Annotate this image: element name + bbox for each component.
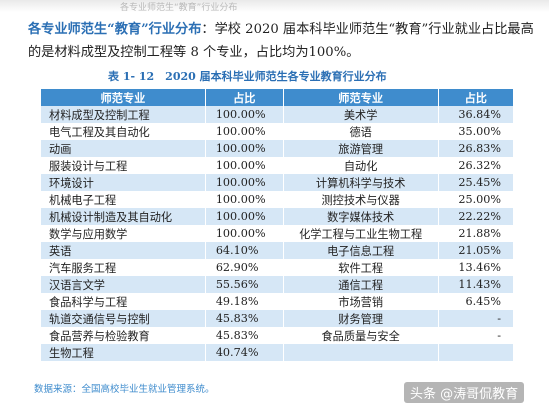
table-row: 生物工程 40.74% bbox=[40, 344, 513, 361]
table-row: 汽车服务工程 62.90% 软件工程 13.46% bbox=[40, 259, 513, 276]
top-strip: 各专业师范生“教育”行业分布 bbox=[0, 0, 549, 13]
cell-major-right: 化学工程与工业生物工程 bbox=[282, 225, 439, 242]
table-row: 食品营养与检验教育 45.83% 食品质量与安全 - bbox=[40, 327, 513, 344]
cell-major-right: 通信工程 bbox=[282, 276, 439, 293]
cell-major-right: 电子信息工程 bbox=[282, 242, 439, 259]
cell-major-left: 机械电子工程 bbox=[40, 191, 206, 208]
cell-major-left: 数学与应用数学 bbox=[40, 225, 206, 242]
cell-pct-left: 45.83% bbox=[204, 310, 284, 327]
cell-pct-right: 22.22% bbox=[437, 208, 513, 225]
distribution-table: 师范专业 占比 师范专业 占比 材料成型及控制工程 100.00% 美术学 36.84… bbox=[40, 89, 513, 361]
cell-major-left: 汽车服务工程 bbox=[40, 259, 206, 276]
table-caption: 表 1- 12 2020 届本科毕业师范生各专业教育行业分布 bbox=[108, 70, 387, 83]
cell-major-right bbox=[282, 344, 439, 361]
cell-major-left: 英语 bbox=[40, 242, 206, 259]
cell-pct-left: 100.00% bbox=[204, 157, 284, 174]
cell-major-left: 汉语言文学 bbox=[40, 276, 206, 293]
cell-major-right: 旅游管理 bbox=[282, 140, 439, 157]
cell-pct-left: 100.00% bbox=[204, 174, 284, 191]
cell-major-left: 生物工程 bbox=[40, 344, 206, 361]
cell-pct-right: 6.45% bbox=[437, 293, 513, 310]
cell-pct-left: 100.00% bbox=[204, 123, 284, 140]
table-row: 材料成型及控制工程 100.00% 美术学 36.84% bbox=[40, 106, 513, 123]
table-row: 机械设计制造及其自动化 100.00% 数字媒体技术 22.22% bbox=[40, 208, 513, 225]
cell-pct-left: 62.90% bbox=[204, 259, 284, 276]
header-pct-1: 占比 bbox=[204, 89, 284, 106]
header-major-2: 师范专业 bbox=[282, 89, 439, 106]
table-row: 汉语言文学 55.56% 通信工程 11.43% bbox=[40, 276, 513, 293]
cell-major-left: 动画 bbox=[40, 140, 206, 157]
cell-pct-left: 100.00% bbox=[204, 208, 284, 225]
cell-pct-right: 11.43% bbox=[437, 276, 513, 293]
cell-pct-right: 13.46% bbox=[437, 259, 513, 276]
cell-major-right: 软件工程 bbox=[282, 259, 439, 276]
watermark: 头条 @涛哥侃教育 bbox=[404, 382, 525, 403]
table-row: 英语 64.10% 电子信息工程 21.05% bbox=[40, 242, 513, 259]
header-pct-2: 占比 bbox=[437, 89, 513, 106]
table-row: 数学与应用数学 100.00% 化学工程与工业生物工程 21.88% bbox=[40, 225, 513, 242]
table-row: 电气工程及其自动化 100.00% 德语 35.00% bbox=[40, 123, 513, 140]
cell-pct-right: - bbox=[437, 327, 513, 344]
cell-major-left: 机械设计制造及其自动化 bbox=[40, 208, 206, 225]
cell-pct-left: 40.74% bbox=[204, 344, 284, 361]
table-row: 环境设计 100.00% 计算机科学与技术 25.45% bbox=[40, 174, 513, 191]
cell-pct-left: 49.18% bbox=[204, 293, 284, 310]
cell-major-left: 服装设计与工程 bbox=[40, 157, 206, 174]
cell-pct-left: 100.00% bbox=[204, 191, 284, 208]
intro-paragraph: 各专业师范生“教育”行业分布：学校 2020 届本科毕业师范生“教育”行业就业占… bbox=[28, 18, 544, 64]
cell-major-left: 食品科学与工程 bbox=[40, 293, 206, 310]
cell-major-left: 材料成型及控制工程 bbox=[40, 106, 206, 123]
cell-major-left: 环境设计 bbox=[40, 174, 206, 191]
paragraph-text: ：学校 2020 届本科毕业师范生“教育”行业就业占比最高的是材料成型及控制工程… bbox=[28, 22, 534, 60]
cell-pct-left: 55.56% bbox=[204, 276, 284, 293]
cell-pct-left: 45.83% bbox=[204, 327, 284, 344]
cell-major-left: 轨道交通信号与控制 bbox=[40, 310, 206, 327]
cell-pct-right: - bbox=[437, 310, 513, 327]
cell-major-left: 食品营养与检验教育 bbox=[40, 327, 206, 344]
table-row: 食品科学与工程 49.18% 市场营销 6.45% bbox=[40, 293, 513, 310]
paragraph-highlight: 各专业师范生“教育”行业分布 bbox=[28, 22, 202, 37]
cell-pct-left: 100.00% bbox=[204, 140, 284, 157]
header-major-1: 师范专业 bbox=[40, 89, 206, 106]
cell-pct-right: 35.00% bbox=[437, 123, 513, 140]
table-row: 动画 100.00% 旅游管理 26.83% bbox=[40, 140, 513, 157]
cell-major-right: 数字媒体技术 bbox=[282, 208, 439, 225]
cell-pct-right: 25.45% bbox=[437, 174, 513, 191]
cell-major-right: 计算机科学与技术 bbox=[282, 174, 439, 191]
cell-major-right: 市场营销 bbox=[282, 293, 439, 310]
table-row: 轨道交通信号与控制 45.83% 财务管理 - bbox=[40, 310, 513, 327]
cell-pct-left: 100.00% bbox=[204, 225, 284, 242]
table-header-row: 师范专业 占比 师范专业 占比 bbox=[40, 89, 513, 106]
cell-major-right: 财务管理 bbox=[282, 310, 439, 327]
cell-pct-left: 64.10% bbox=[204, 242, 284, 259]
table-row: 机械电子工程 100.00% 测控技术与仪器 25.00% bbox=[40, 191, 513, 208]
cell-pct-right bbox=[437, 344, 513, 361]
cell-major-right: 德语 bbox=[282, 123, 439, 140]
table-row: 服装设计与工程 100.00% 自动化 26.32% bbox=[40, 157, 513, 174]
cell-major-right: 美术学 bbox=[282, 106, 439, 123]
data-source-note: 数据来源：全国高校毕业生就业管理系统。 bbox=[34, 384, 215, 395]
cell-pct-right: 21.88% bbox=[437, 225, 513, 242]
cell-pct-right: 36.84% bbox=[437, 106, 513, 123]
cell-major-right: 测控技术与仪器 bbox=[282, 191, 439, 208]
cell-pct-right: 21.05% bbox=[437, 242, 513, 259]
cell-pct-left: 100.00% bbox=[204, 106, 284, 123]
cell-major-left: 电气工程及其自动化 bbox=[40, 123, 206, 140]
cell-major-right: 食品质量与安全 bbox=[282, 327, 439, 344]
top-strip-text: 各专业师范生“教育”行业分布 bbox=[120, 3, 238, 13]
cell-major-right: 自动化 bbox=[282, 157, 439, 174]
table-body: 材料成型及控制工程 100.00% 美术学 36.84% 电气工程及其自动化 100.00… bbox=[40, 106, 513, 361]
cell-pct-right: 26.32% bbox=[437, 157, 513, 174]
cell-pct-right: 26.83% bbox=[437, 140, 513, 157]
cell-pct-right: 25.00% bbox=[437, 191, 513, 208]
